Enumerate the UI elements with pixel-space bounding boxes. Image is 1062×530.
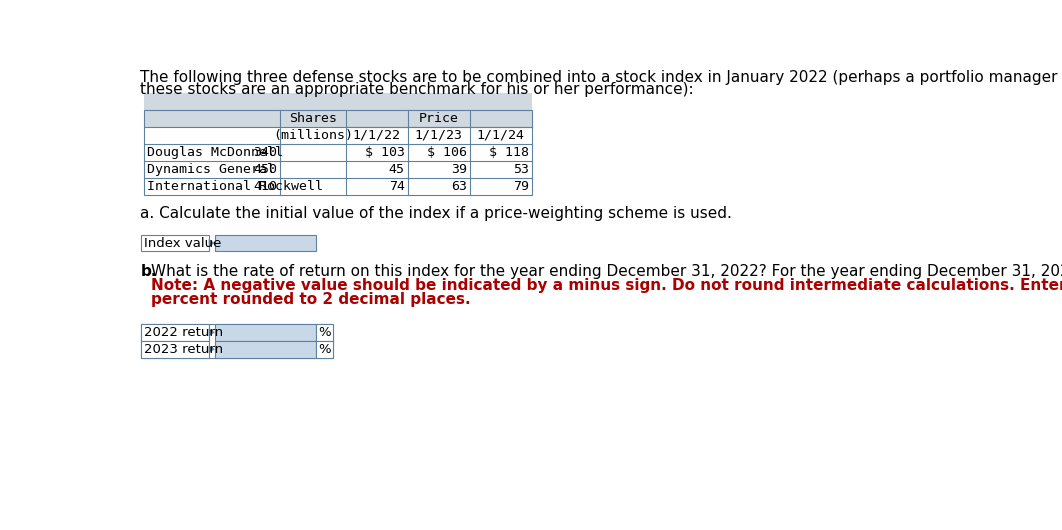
Bar — [144, 93, 532, 127]
Text: What is the rate of return on this index for the year ending December 31, 2022? : What is the rate of return on this index… — [152, 264, 1062, 279]
Text: (millions): (millions) — [273, 129, 353, 142]
Bar — [215, 324, 315, 341]
Text: Price: Price — [418, 112, 459, 125]
Text: %: % — [318, 343, 330, 356]
Text: a. Calculate the initial value of the index if a price-weighting scheme is used.: a. Calculate the initial value of the in… — [140, 206, 733, 221]
Polygon shape — [209, 346, 215, 353]
Bar — [215, 341, 315, 358]
Polygon shape — [209, 329, 215, 336]
Text: 74: 74 — [389, 180, 405, 192]
Bar — [315, 324, 332, 341]
Text: 39: 39 — [450, 163, 467, 175]
Text: 1/1/24: 1/1/24 — [477, 129, 525, 142]
Text: $ 118: $ 118 — [489, 146, 529, 158]
Text: 2022 return: 2022 return — [143, 326, 223, 339]
Text: $ 106: $ 106 — [427, 146, 467, 158]
Polygon shape — [209, 239, 215, 247]
Text: $ 103: $ 103 — [364, 146, 405, 158]
Text: 340: 340 — [253, 146, 277, 158]
Bar — [140, 341, 209, 358]
Text: percent rounded to 2 decimal places.: percent rounded to 2 decimal places. — [152, 292, 470, 306]
Text: these stocks are an appropriate benchmark for his or her performance):: these stocks are an appropriate benchmar… — [140, 82, 695, 97]
Bar — [215, 235, 315, 251]
Bar — [144, 178, 532, 195]
Text: Dynamics General: Dynamics General — [148, 163, 275, 175]
Text: International Rockwell: International Rockwell — [148, 180, 324, 192]
Text: Douglas McDonnell: Douglas McDonnell — [148, 146, 284, 158]
Text: 450: 450 — [253, 163, 277, 175]
Text: 79: 79 — [513, 180, 529, 192]
Text: 2023 return: 2023 return — [143, 343, 223, 356]
Bar — [315, 341, 332, 358]
Text: Index value: Index value — [143, 236, 221, 250]
Text: 45: 45 — [389, 163, 405, 175]
Bar — [144, 161, 532, 178]
Text: 1/1/23: 1/1/23 — [415, 129, 463, 142]
Text: Shares: Shares — [289, 112, 337, 125]
Text: %: % — [318, 326, 330, 339]
Bar — [140, 324, 332, 358]
Text: 63: 63 — [450, 180, 467, 192]
Text: Note: A negative value should be indicated by a minus sign. Do not round interme: Note: A negative value should be indicat… — [152, 278, 1062, 293]
Text: b.: b. — [140, 264, 157, 279]
Text: 53: 53 — [513, 163, 529, 175]
Bar — [144, 110, 532, 195]
Bar — [144, 144, 532, 161]
Text: The following three defense stocks are to be combined into a stock index in Janu: The following three defense stocks are t… — [140, 70, 1062, 85]
Text: 1/1/22: 1/1/22 — [353, 129, 400, 142]
Text: 410: 410 — [253, 180, 277, 192]
Bar — [140, 235, 209, 251]
Bar — [140, 324, 209, 341]
